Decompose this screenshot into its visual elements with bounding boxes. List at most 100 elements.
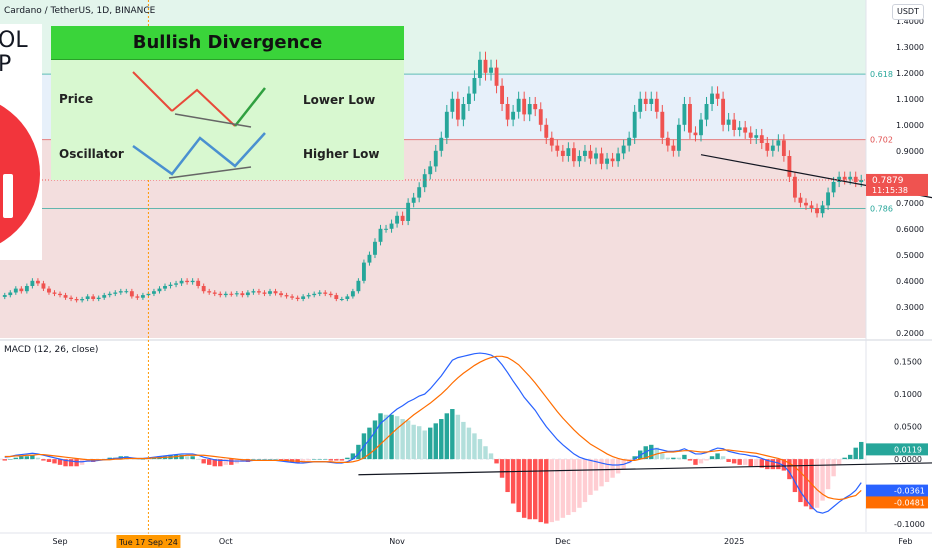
macd-histogram-bar bbox=[472, 433, 477, 460]
candle-body bbox=[654, 98, 659, 112]
macd-histogram-bar bbox=[439, 419, 444, 460]
candle-body bbox=[8, 292, 13, 296]
macd-histogram-bar bbox=[604, 459, 610, 483]
candle-body bbox=[798, 197, 803, 203]
candle-body bbox=[837, 176, 842, 182]
macd-histogram-bar bbox=[190, 456, 195, 460]
macd-axis-tick: -0.1000 bbox=[894, 520, 925, 529]
macd-histogram-bar bbox=[803, 459, 809, 507]
fib-level-label: 0.618 bbox=[870, 70, 893, 79]
candle-body bbox=[583, 150, 587, 156]
macd-histogram-bar bbox=[615, 459, 621, 474]
candle-body bbox=[472, 78, 477, 94]
candle-body bbox=[444, 111, 449, 138]
time-axis-tick: Nov bbox=[389, 537, 405, 546]
candle-body bbox=[69, 297, 74, 299]
candle-body bbox=[748, 132, 753, 138]
macd-histogram-bar bbox=[334, 459, 339, 461]
macd-indicator-label[interactable]: MACD (12, 26, close) bbox=[4, 345, 99, 355]
currency-button[interactable]: USDT bbox=[892, 4, 924, 20]
macd-value-badge-text: 0.0119 bbox=[894, 445, 922, 454]
candle-body bbox=[715, 93, 720, 99]
fib-level-label: 0.786 bbox=[870, 205, 893, 214]
macd-histogram-bar bbox=[350, 453, 356, 460]
candle-body bbox=[350, 291, 355, 297]
macd-histogram-bar bbox=[455, 414, 461, 460]
candle-body bbox=[770, 145, 775, 151]
candle-body bbox=[251, 291, 256, 293]
macd-histogram-bar bbox=[499, 459, 505, 478]
candle-body bbox=[422, 174, 427, 188]
macd-histogram-bar bbox=[842, 457, 847, 460]
macd-histogram-bar bbox=[8, 459, 13, 460]
macd-histogram-bar bbox=[273, 459, 278, 460]
macd-axis-tick: 0.0500 bbox=[894, 423, 922, 432]
time-axis-tick: Feb bbox=[898, 537, 912, 546]
macd-histogram-bar bbox=[444, 413, 450, 460]
price-up-zigzag bbox=[171, 88, 236, 127]
macd-histogram-bar bbox=[24, 456, 30, 460]
macd-histogram-bar bbox=[538, 459, 543, 523]
candle-body bbox=[168, 284, 173, 286]
candle-body bbox=[234, 293, 239, 295]
candle-body bbox=[262, 292, 267, 294]
macd-histogram-bar bbox=[593, 459, 599, 491]
candle-body bbox=[63, 295, 68, 298]
macd-histogram-bar bbox=[825, 459, 831, 490]
macd-histogram-bar bbox=[549, 459, 555, 523]
candle-body bbox=[400, 215, 405, 221]
candle-body bbox=[212, 292, 217, 294]
macd-value-badge bbox=[866, 443, 928, 456]
macd-histogram-bar bbox=[555, 459, 560, 521]
macd-histogram-bar bbox=[311, 459, 317, 460]
macd-histogram-bar bbox=[527, 459, 532, 520]
macd-histogram-bar bbox=[63, 459, 68, 467]
time-axis-tick: Dec bbox=[555, 537, 570, 546]
macd-histogram-bar bbox=[306, 459, 311, 461]
candle-body bbox=[792, 176, 797, 198]
macd-trendline bbox=[358, 462, 932, 476]
candle-body bbox=[754, 135, 759, 138]
macd-histogram-bar bbox=[682, 454, 687, 460]
macd-histogram-bar bbox=[19, 456, 24, 460]
candle-body bbox=[732, 119, 737, 130]
macd-histogram-bar bbox=[433, 423, 438, 460]
candle-body bbox=[301, 296, 306, 299]
price-label: Price bbox=[59, 92, 94, 106]
candle-body bbox=[58, 293, 62, 296]
macd-histogram-bar bbox=[510, 459, 516, 504]
macd-histogram-bar bbox=[378, 413, 383, 460]
macd-histogram-bar bbox=[765, 459, 770, 470]
candle-body bbox=[2, 295, 7, 297]
candle-body bbox=[699, 119, 703, 136]
card-title: Bullish Divergence bbox=[51, 26, 404, 60]
last-price-badge bbox=[866, 173, 928, 196]
macd-histogram-bar bbox=[466, 427, 472, 460]
candle-body bbox=[610, 158, 615, 162]
candle-body bbox=[638, 98, 643, 112]
oscillator-trendline bbox=[168, 166, 252, 179]
macd-histogram-bar bbox=[256, 459, 262, 460]
candle-body bbox=[450, 98, 455, 112]
candle-body bbox=[660, 111, 665, 138]
candle-body bbox=[511, 111, 516, 120]
candle-body bbox=[665, 137, 670, 146]
price-trendline bbox=[174, 113, 252, 128]
macd-histogram-bar bbox=[372, 420, 378, 460]
macd-histogram-bar bbox=[588, 459, 593, 495]
left-overlay-text-2: P bbox=[0, 52, 12, 77]
candle-body bbox=[549, 137, 554, 146]
macd-axis-tick: 0.1500 bbox=[894, 358, 922, 367]
candle-body bbox=[339, 299, 344, 300]
macd-histogram-bar bbox=[610, 459, 615, 478]
candle-body bbox=[190, 280, 195, 283]
macd-histogram-bar bbox=[212, 459, 217, 467]
candle-body bbox=[627, 137, 632, 146]
price-axis-tick: 0.5000 bbox=[896, 251, 924, 260]
candle-body bbox=[152, 291, 156, 294]
macd-histogram-bar bbox=[505, 459, 510, 493]
candle-body bbox=[522, 98, 527, 115]
candle-body bbox=[273, 291, 278, 294]
macd-histogram-bar bbox=[488, 453, 494, 460]
macd-histogram-bar bbox=[477, 439, 483, 460]
